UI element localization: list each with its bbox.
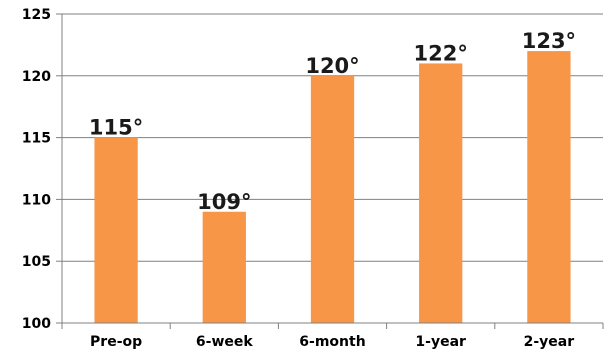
bar-6-month (310, 75, 355, 323)
y-tick-label: 110 (22, 192, 51, 208)
data-label: 115° (89, 116, 143, 140)
data-labels: 115° 109° 120° 122° 123° (89, 29, 576, 214)
data-label: 109° (197, 190, 251, 214)
bar-6-week (202, 211, 246, 323)
y-tick-label: 120 (22, 69, 51, 85)
bars (94, 51, 571, 324)
bar-pre-op (94, 137, 138, 323)
x-tick-label: Pre-op (90, 334, 142, 350)
y-tick-label: 105 (22, 254, 51, 270)
bar-1-year (419, 63, 463, 323)
y-tick-label: 125 (22, 7, 51, 23)
x-tick-label: 2-year (524, 334, 575, 350)
y-axis-tick-labels: 100 105 110 115 120 125 (22, 7, 51, 332)
data-label: 123° (522, 29, 576, 53)
x-tick-label: 1-year (415, 334, 466, 350)
axes (56, 13, 604, 329)
y-tick-label: 115 (22, 131, 51, 147)
y-tick-label: 100 (22, 316, 51, 332)
x-tick-label: 6-week (196, 334, 253, 350)
bar-2-year (527, 51, 571, 324)
x-axis-tick-labels: Pre-op 6-week 6-month 1-year 2-year (90, 334, 574, 350)
data-label: 122° (414, 41, 468, 65)
x-tick-label: 6-month (299, 334, 365, 350)
data-label: 120° (305, 54, 359, 78)
